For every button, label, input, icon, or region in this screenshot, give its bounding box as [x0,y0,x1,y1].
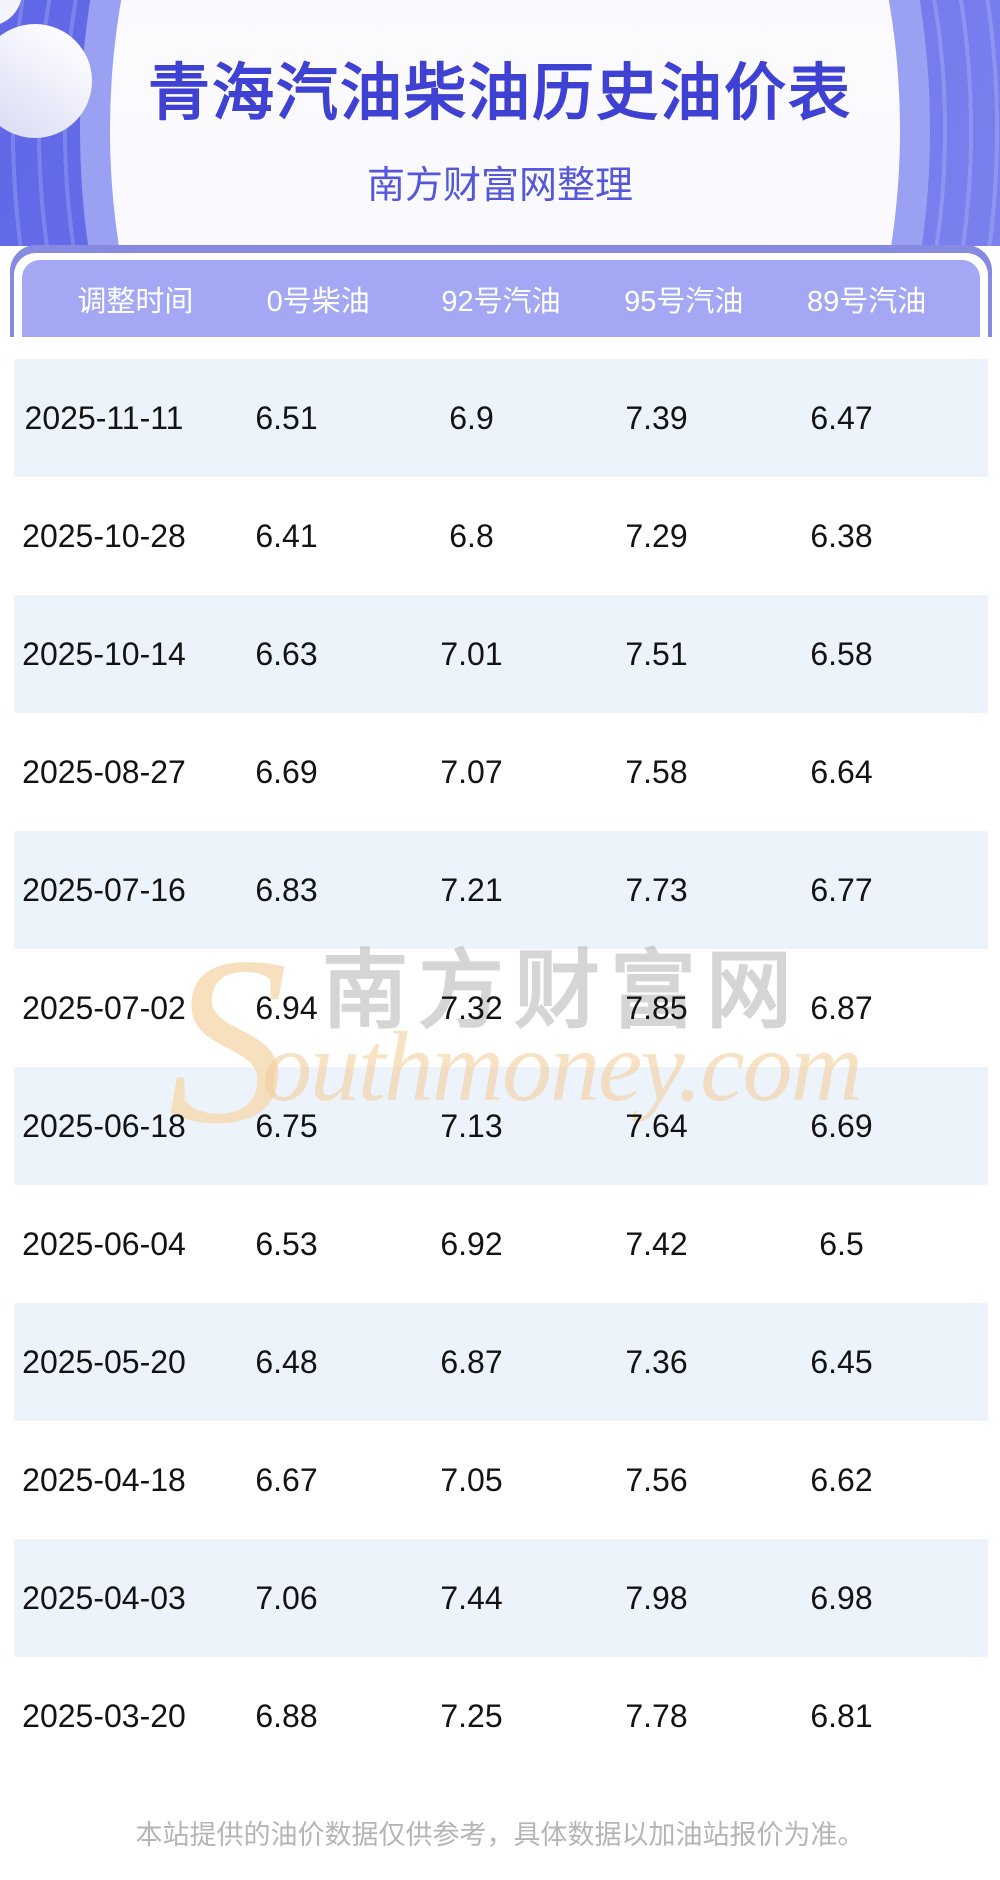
column-header-gasoline-89: 89号汽油 [806,285,927,318]
table-row: 2025-05-20 6.48 6.87 7.36 6.45 [14,1303,988,1421]
footer-disclaimer: 本站提供的油价数据仅供参考，具体数据以加油站报价为准。 [135,1820,865,1850]
row-price-value: 6.41 [255,517,318,554]
row-price-value: 6.63 [255,635,318,672]
row-price-value: 6.53 [255,1225,318,1262]
row-price-value: 7.36 [625,1343,688,1380]
row-price-value: 6.62 [810,1461,873,1498]
row-date: 2025-10-14 [22,635,186,672]
table-row: 2025-11-11 6.51 6.9 7.39 6.47 [14,359,988,477]
row-price-value: 7.13 [440,1107,503,1144]
row-price-value: 7.29 [625,517,688,554]
table-body: 2025-11-11 6.51 6.9 7.39 6.47 2025-10-28 6.41 6… [14,359,988,1775]
row-price-value: 6.69 [810,1107,873,1144]
row-price-value: 6.58 [810,635,873,672]
row-date: 2025-03-20 [22,1697,186,1734]
row-price-value: 6.48 [255,1343,318,1380]
row-date: 2025-06-18 [22,1107,186,1144]
row-price-value: 6.69 [255,753,318,790]
row-date: 2025-06-04 [22,1225,186,1262]
row-price-value: 7.73 [625,871,688,908]
row-price-value: 6.87 [440,1343,503,1380]
row-price-value: 7.51 [625,635,688,672]
table-row: 2025-07-02 6.94 7.32 7.85 6.87 [14,949,988,1067]
row-price-value: 7.39 [625,399,688,436]
row-price-value: 6.51 [255,399,318,436]
table-header-row: 调整时间 0号柴油 92号汽油 95号汽油 89号汽油 [22,260,980,337]
row-price-value: 6.64 [810,753,873,790]
row-price-value: 6.77 [810,871,873,908]
table-row: 2025-10-14 6.63 7.01 7.51 6.58 [14,595,988,713]
row-price-value: 6.5 [819,1225,864,1262]
column-header-diesel-0: 0号柴油 [266,285,370,318]
row-price-value: 7.01 [440,635,503,672]
row-price-value: 7.85 [625,989,688,1026]
row-price-value: 6.38 [810,517,873,554]
row-date: 2025-10-28 [22,517,186,554]
row-price-value: 7.42 [625,1225,688,1262]
row-price-value: 6.81 [810,1697,873,1734]
row-date: 2025-07-16 [22,871,186,908]
row-price-value: 7.64 [625,1107,688,1144]
row-price-value: 7.21 [440,871,503,908]
column-header-gasoline-92: 92号汽油 [441,285,561,318]
row-price-value: 7.32 [440,989,503,1026]
row-date: 2025-11-11 [24,399,184,436]
row-price-value: 6.94 [255,989,318,1026]
row-price-value: 7.25 [440,1697,503,1734]
row-price-value: 6.88 [255,1697,318,1734]
row-price-value: 6.8 [449,517,494,554]
table-row: 2025-08-27 6.69 7.07 7.58 6.64 [14,713,988,831]
row-date: 2025-04-18 [22,1461,186,1498]
row-price-value: 7.56 [625,1461,688,1498]
row-date: 2025-04-03 [22,1579,186,1616]
column-header-adjust-time: 调整时间 [77,285,194,318]
table-row: 2025-10-28 6.41 6.8 7.29 6.38 [14,477,988,595]
hero-banner: 青海汽油柴油历史油价表 南方财富网整理 [0,0,1000,246]
row-price-value: 7.98 [625,1579,688,1616]
row-price-value: 7.44 [440,1579,503,1616]
table-row: 2025-04-03 7.06 7.44 7.98 6.98 [14,1539,988,1657]
row-price-value: 7.05 [440,1461,503,1498]
row-price-value: 6.83 [255,871,318,908]
table-row: 2025-04-18 6.67 7.05 7.56 6.62 [14,1421,988,1539]
table-row: 2025-06-04 6.53 6.92 7.42 6.5 [14,1185,988,1303]
row-price-value: 6.92 [440,1225,503,1262]
table-row: 2025-03-20 6.88 7.25 7.78 6.81 [14,1657,988,1775]
row-price-value: 7.58 [625,753,688,790]
row-price-value: 6.87 [810,989,873,1026]
page-title: 青海汽油柴油历史油价表 [147,59,852,128]
row-price-value: 6.98 [810,1579,873,1616]
row-price-value: 7.07 [440,753,503,790]
white-ellipse-panel [110,0,900,246]
row-price-value: 6.67 [255,1461,318,1498]
table-row: 2025-07-16 6.83 7.21 7.73 6.77 [14,831,988,949]
row-date: 2025-08-27 [22,753,186,790]
left-circle-decoration [0,24,92,138]
row-date: 2025-05-20 [22,1343,186,1380]
row-price-value: 7.06 [255,1579,318,1616]
row-price-value: 6.9 [449,399,494,436]
row-price-value: 6.45 [810,1343,873,1380]
row-price-value: 7.78 [625,1697,688,1734]
column-header-gasoline-95: 95号汽油 [624,285,744,318]
row-date: 2025-07-02 [22,989,186,1026]
table-row: 2025-06-18 6.75 7.13 7.64 6.69 [14,1067,988,1185]
row-price-value: 6.75 [255,1107,318,1144]
row-price-value: 6.47 [810,399,873,436]
page-subtitle: 南方财富网整理 [366,165,633,207]
